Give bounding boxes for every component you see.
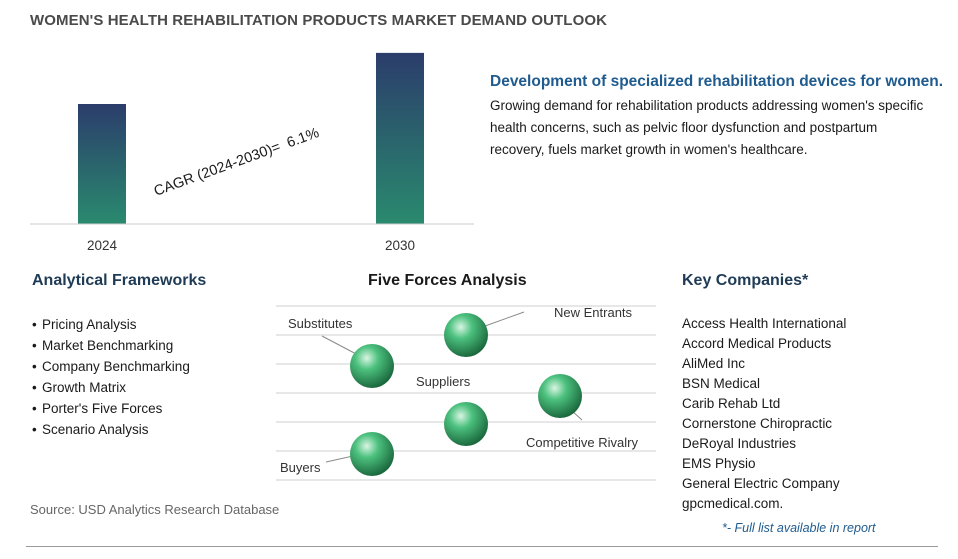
substitutes-sphere	[350, 344, 394, 388]
list-item: gpcmedical.com.	[682, 496, 784, 511]
cagr-annotation: CAGR (2024-2030)= 6.1%	[152, 125, 322, 200]
list-item: EMS Physio	[682, 456, 756, 471]
substitutes-leader	[321, 335, 361, 357]
highlight-headline: Development of specialized rehabilitatio…	[490, 73, 944, 90]
suppliers-sphere	[444, 402, 488, 446]
competitive-rivalry-label: Competitive Rivalry	[526, 435, 638, 450]
list-item: Accord Medical Products	[682, 336, 832, 351]
full-list-note: *- Full list available in report	[722, 521, 876, 535]
list-item: Company Benchmarking	[32, 356, 190, 377]
list-item: General Electric Company	[682, 476, 840, 491]
list-item: Growth Matrix	[32, 377, 190, 398]
rivalry-sphere	[538, 374, 582, 418]
frameworks-list: Pricing Analysis Market Benchmarking Com…	[32, 314, 190, 440]
list-item: AliMed Inc	[682, 356, 746, 371]
list-item: Porter's Five Forces	[32, 398, 190, 419]
five-forces-diagram: Substitutes New Entrants Suppliers Compe…	[276, 305, 656, 481]
page-title: WOMEN'S HEALTH REHABILITATION PRODUCTS M…	[30, 12, 608, 29]
highlight-description: Growing demand for rehabilitation produc…	[490, 98, 924, 157]
x-tick-2024: 2024	[87, 238, 118, 253]
new-entrants-sphere	[444, 313, 488, 357]
list-item: DeRoyal Industries	[682, 436, 797, 451]
source-note: Source: USD Analytics Research Database	[30, 502, 280, 517]
substitutes-label: Substitutes	[288, 316, 353, 331]
five-forces-title: Five Forces Analysis	[368, 272, 527, 289]
buyers-sphere	[350, 432, 394, 476]
demand-bar-chart: 2024 2030 CAGR (2024-2030)= 6.1%	[30, 52, 474, 253]
companies-list: Access Health International Accord Medic…	[682, 314, 846, 514]
list-item: BSN Medical	[682, 376, 761, 391]
list-item: Scenario Analysis	[32, 419, 190, 440]
buyers-label: Buyers	[280, 460, 321, 475]
new-entrants-label: New Entrants	[554, 305, 633, 320]
bar-2024	[78, 104, 126, 224]
footer-divider	[26, 546, 938, 547]
list-item: Pricing Analysis	[32, 314, 190, 335]
key-companies-title: Key Companies*	[682, 272, 809, 289]
x-tick-2030: 2030	[385, 238, 415, 253]
suppliers-label: Suppliers	[416, 374, 471, 389]
list-item: Market Benchmarking	[32, 335, 190, 356]
list-item: Carib Rehab Ltd	[682, 396, 781, 411]
list-item: Cornerstone Chiropractic	[682, 416, 833, 431]
frameworks-title: Analytical Frameworks	[32, 272, 207, 289]
list-item: Access Health International	[682, 316, 847, 331]
bar-2030	[376, 52, 424, 224]
